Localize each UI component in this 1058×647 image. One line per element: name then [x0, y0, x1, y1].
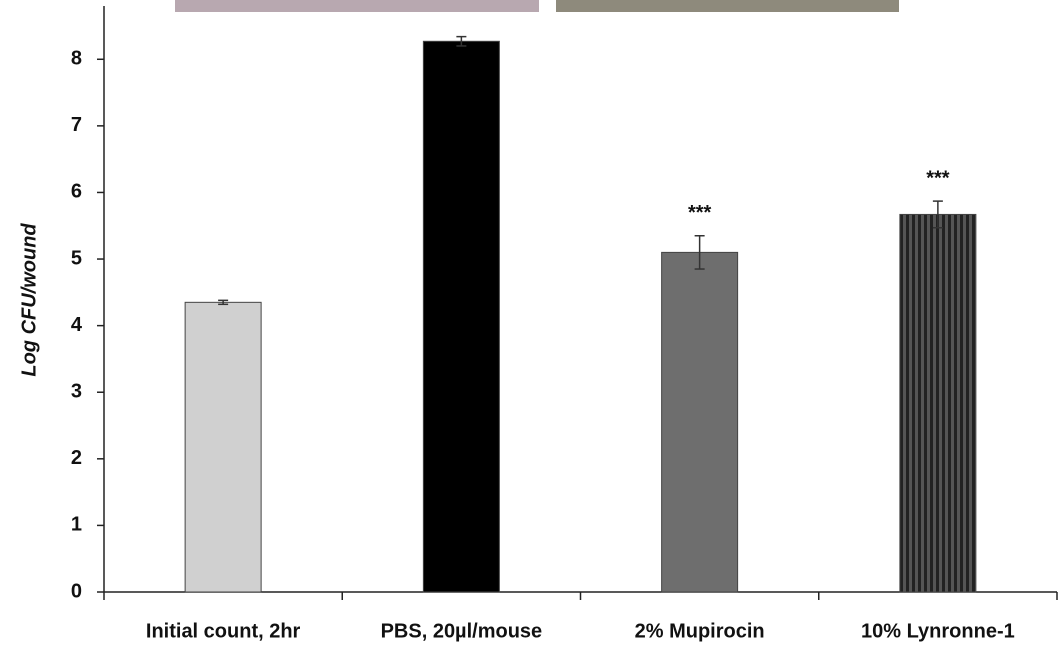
significance-label: ***: [688, 202, 712, 224]
significance-label: ***: [926, 167, 950, 189]
y-tick-label: 4: [71, 314, 83, 336]
bar: [423, 41, 499, 592]
photo-strip: [556, 0, 899, 12]
y-tick-label: 0: [71, 580, 82, 602]
x-tick-label: Initial count, 2hr: [146, 620, 301, 642]
y-tick-label: 7: [71, 114, 82, 136]
x-tick-label: 10% Lynronne-1: [861, 620, 1015, 642]
x-tick-label: PBS, 20µl/mouse: [381, 620, 543, 642]
chart: Log CFU/wound 0 1 2 3 4 5 6 7 8 Initial count, 2h…: [0, 0, 1058, 647]
photo-strip: [175, 0, 539, 12]
y-tick-label: 1: [71, 514, 82, 536]
y-tick-label: 2: [71, 447, 82, 469]
bar: [185, 302, 261, 592]
y-tick-label: 6: [71, 181, 82, 203]
x-tick-label: 2% Mupirocin: [635, 620, 765, 642]
bar: [662, 252, 738, 592]
y-axis-label: Log CFU/wound: [18, 223, 40, 377]
y-tick-label: 8: [71, 48, 82, 70]
y-tick-label: 5: [71, 247, 82, 269]
y-tick-label: 3: [71, 381, 82, 403]
page: {"chart_data": {"type": "bar", "y_label"…: [0, 0, 1058, 647]
bar: [900, 214, 976, 592]
